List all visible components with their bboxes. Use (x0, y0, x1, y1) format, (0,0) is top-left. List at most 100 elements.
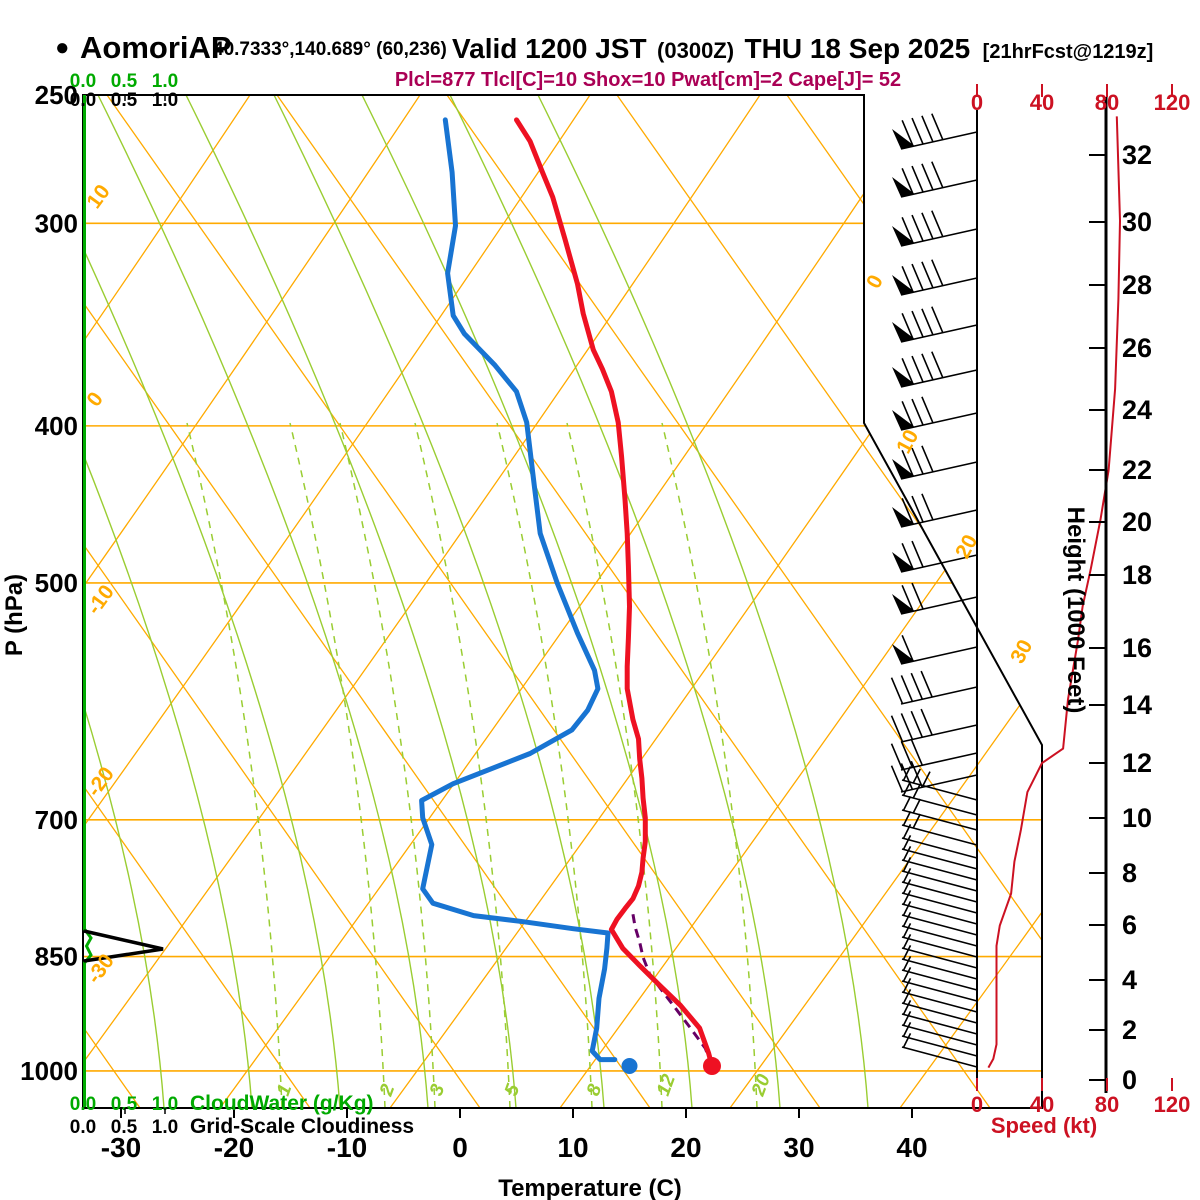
speed-tick-label: 0 (971, 90, 983, 115)
wind-barb-pennant (892, 322, 915, 342)
wind-barb-shaft (901, 969, 978, 991)
dry-adiabat-line (83, 95, 421, 1108)
wind-barb-shaft (900, 228, 978, 247)
wind-barb-pennant (892, 594, 915, 614)
wind-barb-feather (912, 783, 921, 799)
wind-barb-feather (902, 989, 912, 1004)
isotherm-line (83, 95, 481, 1108)
wind-barb-feather (931, 161, 944, 188)
moist-adiabat-line (185, 95, 517, 1108)
mixing-ratio-label: 12 (653, 1071, 680, 1098)
dry-adiabat-line (83, 95, 761, 1108)
mixing-ratio-label: 5 (501, 1081, 524, 1099)
temperature-tick-label: -20 (214, 1132, 254, 1163)
wind-barb-shaft (900, 646, 978, 665)
wind-barb-shaft (901, 848, 978, 870)
wind-barb-feather (911, 447, 924, 475)
wind-barb-shaft (901, 809, 978, 831)
wind-barb-feather (911, 310, 924, 338)
wind-barb-feather (890, 743, 904, 770)
speed-tick-label: 120 (1154, 1092, 1191, 1117)
wind-barb-pennant (892, 367, 915, 387)
wind-barb-feather (931, 113, 944, 140)
isotherm-line (83, 95, 311, 1108)
height-tick-label: 28 (1122, 270, 1152, 300)
temperature-tick-label: -10 (327, 1132, 367, 1163)
moist-adiabat-line (83, 95, 253, 1108)
wind-barb-feather (901, 312, 914, 340)
wind-barb-shaft (900, 554, 978, 573)
temperature-axis-title: Temperature (C) (498, 1175, 682, 1200)
temperature-tick-label: 0 (452, 1132, 468, 1163)
wind-barb-feather (931, 210, 944, 237)
valid-time-main: Valid 1200 JST (452, 33, 647, 64)
pressure-tick-label: 300 (35, 208, 78, 238)
wind-barb-feather (901, 216, 914, 244)
wind-barb-shaft (901, 958, 978, 980)
pressure-axis-title: P (hPa) (1, 574, 28, 656)
wind-barb-pennant (892, 644, 915, 664)
cloudwater-profile (83, 95, 93, 1108)
moist-adiabat-line (537, 95, 869, 1108)
wind-barb-feather (901, 634, 914, 662)
wind-barb-feather (902, 890, 912, 905)
wind-barb-feather (900, 741, 914, 768)
wind-barb-feather (902, 796, 912, 811)
dry-adiabat-line (559, 95, 1042, 1108)
wind-barb-pennant (892, 552, 915, 572)
wind-barb-feather (931, 351, 944, 378)
wind-barb-shaft (900, 596, 978, 615)
temperature-tick-label: 20 (670, 1132, 701, 1163)
wind-barb-shaft (901, 903, 978, 925)
height-tick-label: 10 (1122, 803, 1152, 833)
wind-barb-feather (901, 542, 914, 570)
speed-tick-label: 80 (1095, 90, 1119, 115)
wind-barb-feather (921, 396, 934, 424)
dry-adiabat-line (219, 95, 931, 1108)
wind-barb-feather (902, 912, 912, 927)
isotherm-label: -20 (82, 763, 118, 801)
wind-barb-shaft (901, 980, 978, 1002)
cloud-scale-label: 1.0 (152, 1094, 178, 1115)
pressure-tick-label: 500 (35, 568, 78, 598)
wind-barb-feather (912, 798, 921, 814)
temperature-tick-label: 40 (896, 1132, 927, 1163)
moist-adiabat-line (273, 95, 605, 1108)
cloudiness-legend: Grid-Scale Cloudiness (190, 1115, 414, 1138)
wind-barb-feather (910, 710, 924, 738)
wind-barb-feather (921, 353, 934, 381)
cloud-scale-label: 0.5 (111, 1094, 138, 1115)
isotherm-line (106, 95, 821, 1108)
wind-barb-shaft (901, 1024, 978, 1046)
surface-dewpoint-dot (621, 1058, 638, 1075)
wind-barb-pennant (892, 459, 915, 479)
dry-adiabat-label: 10 (892, 426, 923, 457)
wind-barb-feather (921, 115, 934, 143)
wind-barb-shaft (901, 892, 978, 914)
cloud-scale-label: 1.0 (152, 71, 178, 92)
height-tick-label: 32 (1122, 140, 1152, 170)
height-tick-label: 0 (1122, 1065, 1137, 1095)
wind-barb-feather (921, 212, 934, 240)
wind-barb-feather (902, 857, 912, 872)
wind-barb-feather (902, 901, 912, 916)
temperature-trace (514, 117, 715, 1069)
wind-barb-feather (920, 708, 933, 736)
dry-adiabat-label: 30 (1006, 636, 1037, 667)
dry-adiabat-line (899, 95, 1042, 1108)
wind-barb-feather (902, 1011, 912, 1026)
wind-barb-feather (911, 355, 924, 383)
moist-adiabat-line (97, 95, 429, 1108)
speed-tick-label: 80 (1095, 1092, 1119, 1117)
pressure-tick-label: 700 (35, 805, 78, 835)
wind-barb-feather (911, 165, 924, 193)
wind-barb-pennant (892, 275, 915, 295)
wind-barb-feather (901, 119, 914, 147)
pressure-tick-label: 1000 (20, 1056, 78, 1086)
wind-barb-feather (931, 259, 944, 286)
height-tick-label: 2 (1122, 1015, 1137, 1045)
height-axis-title: Height (1000 Feet) (1062, 507, 1089, 714)
wind-barb-feather (902, 945, 912, 960)
cloud-scale-label: 0.0 (70, 71, 96, 92)
height-tick-label: 6 (1122, 910, 1137, 940)
